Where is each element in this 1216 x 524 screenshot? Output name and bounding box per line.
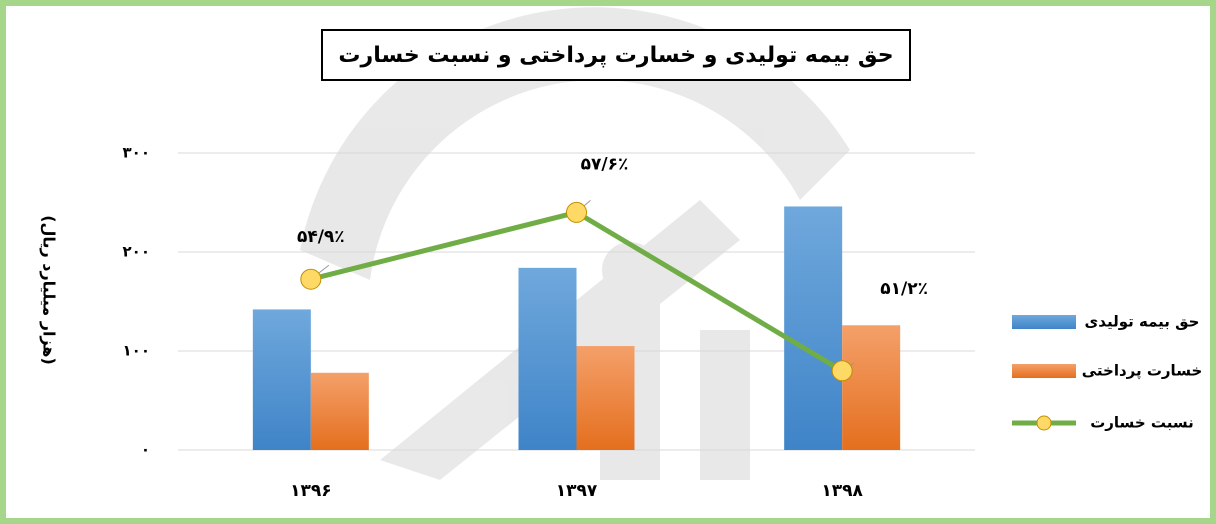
bar	[784, 206, 843, 450]
bar	[518, 267, 577, 450]
data-label: ۵۱/۲٪	[880, 279, 928, 299]
bar	[842, 325, 901, 450]
legend-label: خسارت پرداختی	[1082, 362, 1203, 381]
x-tick-label: ۱۳۹۷	[556, 481, 598, 501]
legend-label: حق بیمه تولیدی	[1085, 313, 1200, 331]
data-label: ۵۷/۶٪	[581, 154, 629, 174]
chart-title: حق بیمه تولیدی و خسارت پرداختی و نسبت خس…	[338, 43, 893, 68]
legend-label: نسبت خسارت	[1090, 414, 1194, 432]
bar	[576, 346, 635, 450]
y-axis-label: (هزار میلیارد ریال)	[40, 215, 59, 365]
y-tick-label: ۱۰۰	[123, 342, 150, 360]
y-tick-label: ۲۰۰	[123, 243, 150, 261]
x-tick-label: ۱۳۹۶	[290, 481, 332, 501]
bar	[252, 309, 311, 450]
y-tick-label: ۰	[141, 441, 150, 459]
line-marker	[566, 201, 587, 223]
line-marker	[831, 360, 853, 382]
line-marker	[300, 268, 322, 290]
y-tick-label: ۳۰۰	[123, 144, 150, 162]
legend-marker	[1036, 415, 1052, 431]
title-box	[321, 29, 911, 81]
x-tick-label: ۱۳۹۸	[821, 481, 863, 501]
legend-swatch	[1012, 315, 1076, 329]
data-label: ۵۴/۹٪	[297, 227, 345, 247]
legend-swatch	[1012, 364, 1076, 378]
bar	[310, 372, 369, 450]
